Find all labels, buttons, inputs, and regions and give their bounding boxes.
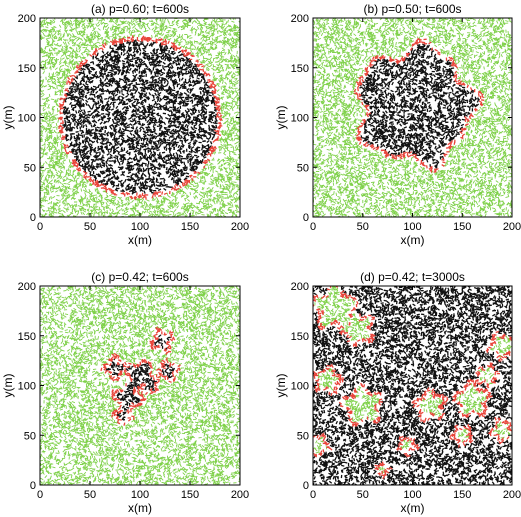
x-tick-label: 50 xyxy=(84,489,96,501)
y-tick-label: 0 xyxy=(303,212,309,224)
x-axis-label: x(m) xyxy=(128,233,152,247)
burnt-cells xyxy=(313,286,512,485)
panel-3: 0 50 100 150 200 0 50 100 150 200 (c) p=0.42; t=60… xyxy=(1,270,249,515)
panel-1: 0 50 100 150 200 0 50 100 150 200 (a) p=0.60; t=60… xyxy=(1,2,249,247)
burnt-cells xyxy=(62,39,219,195)
scatter-points xyxy=(40,18,240,217)
x-tick-label: 50 xyxy=(357,221,369,233)
x-tick-label: 150 xyxy=(453,489,471,501)
y-tick-label: 50 xyxy=(297,162,309,174)
x-tick-label: 50 xyxy=(357,489,369,501)
panel-2: 0 50 100 150 200 0 50 100 150 200 (b) p=0.50; t=60… xyxy=(274,2,521,247)
y-tick-label: 200 xyxy=(291,281,309,293)
y-tick-label: 0 xyxy=(30,480,36,492)
y-tick-label: 150 xyxy=(291,331,309,343)
x-tick-label: 0 xyxy=(37,221,43,233)
unburned-cells xyxy=(313,18,512,217)
x-tick-label: 0 xyxy=(37,489,43,501)
y-tick-label: 50 xyxy=(24,162,36,174)
y-tick-label: 0 xyxy=(30,212,36,224)
y-tick-label: 50 xyxy=(24,430,36,442)
x-tick-label: 50 xyxy=(84,221,96,233)
burning-cells xyxy=(353,37,485,174)
x-tick-label: 100 xyxy=(403,489,421,501)
x-tick-label: 150 xyxy=(181,489,199,501)
panel-title: (a) p=0.60; t=600s xyxy=(91,2,189,16)
y-tick-label: 0 xyxy=(303,480,309,492)
scatter-points xyxy=(40,286,240,485)
y-tick-label: 100 xyxy=(18,113,36,125)
scatter-points xyxy=(313,18,512,217)
y-axis-label: y(m) xyxy=(1,374,15,398)
y-tick-label: 100 xyxy=(18,381,36,393)
burnt-cells xyxy=(105,334,176,421)
panel-title: (d) p=0.42; t=3000s xyxy=(360,270,465,284)
y-tick-label: 150 xyxy=(18,331,36,343)
y-tick-label: 200 xyxy=(18,281,36,293)
x-tick-label: 0 xyxy=(310,221,316,233)
burning-cells xyxy=(313,286,512,480)
y-tick-label: 100 xyxy=(291,113,309,125)
y-axis-label: y(m) xyxy=(1,106,15,130)
panel-title: (c) p=0.42; t=600s xyxy=(91,270,188,284)
x-tick-label: 200 xyxy=(231,489,249,501)
unburned-cells xyxy=(40,286,240,485)
x-axis-label: x(m) xyxy=(401,501,425,515)
x-tick-label: 200 xyxy=(503,221,521,233)
burning-cells xyxy=(100,326,181,426)
x-tick-label: 100 xyxy=(131,489,149,501)
panel-4: 0 50 100 150 200 0 50 100 150 200 (d) p=0.42; t=30… xyxy=(274,270,521,515)
x-tick-label: 200 xyxy=(231,221,249,233)
x-axis-label: x(m) xyxy=(128,501,152,515)
burnt-cells xyxy=(358,43,481,169)
y-axis-label: y(m) xyxy=(274,374,288,398)
y-tick-label: 100 xyxy=(291,381,309,393)
y-axis-label: y(m) xyxy=(274,106,288,130)
x-tick-label: 100 xyxy=(131,221,149,233)
x-tick-label: 150 xyxy=(181,221,199,233)
unburned-cells xyxy=(40,18,240,217)
y-tick-label: 150 xyxy=(18,63,36,75)
x-tick-label: 100 xyxy=(403,221,421,233)
scatter-points xyxy=(313,286,512,485)
x-tick-label: 0 xyxy=(310,489,316,501)
y-tick-label: 50 xyxy=(297,430,309,442)
x-tick-label: 200 xyxy=(503,489,521,501)
x-axis-label: x(m) xyxy=(401,233,425,247)
panel-title: (b) p=0.50; t=600s xyxy=(363,2,461,16)
x-tick-label: 150 xyxy=(453,221,471,233)
y-tick-label: 200 xyxy=(291,13,309,25)
y-tick-label: 150 xyxy=(291,63,309,75)
y-tick-label: 200 xyxy=(18,13,36,25)
burning-cells xyxy=(57,35,223,201)
